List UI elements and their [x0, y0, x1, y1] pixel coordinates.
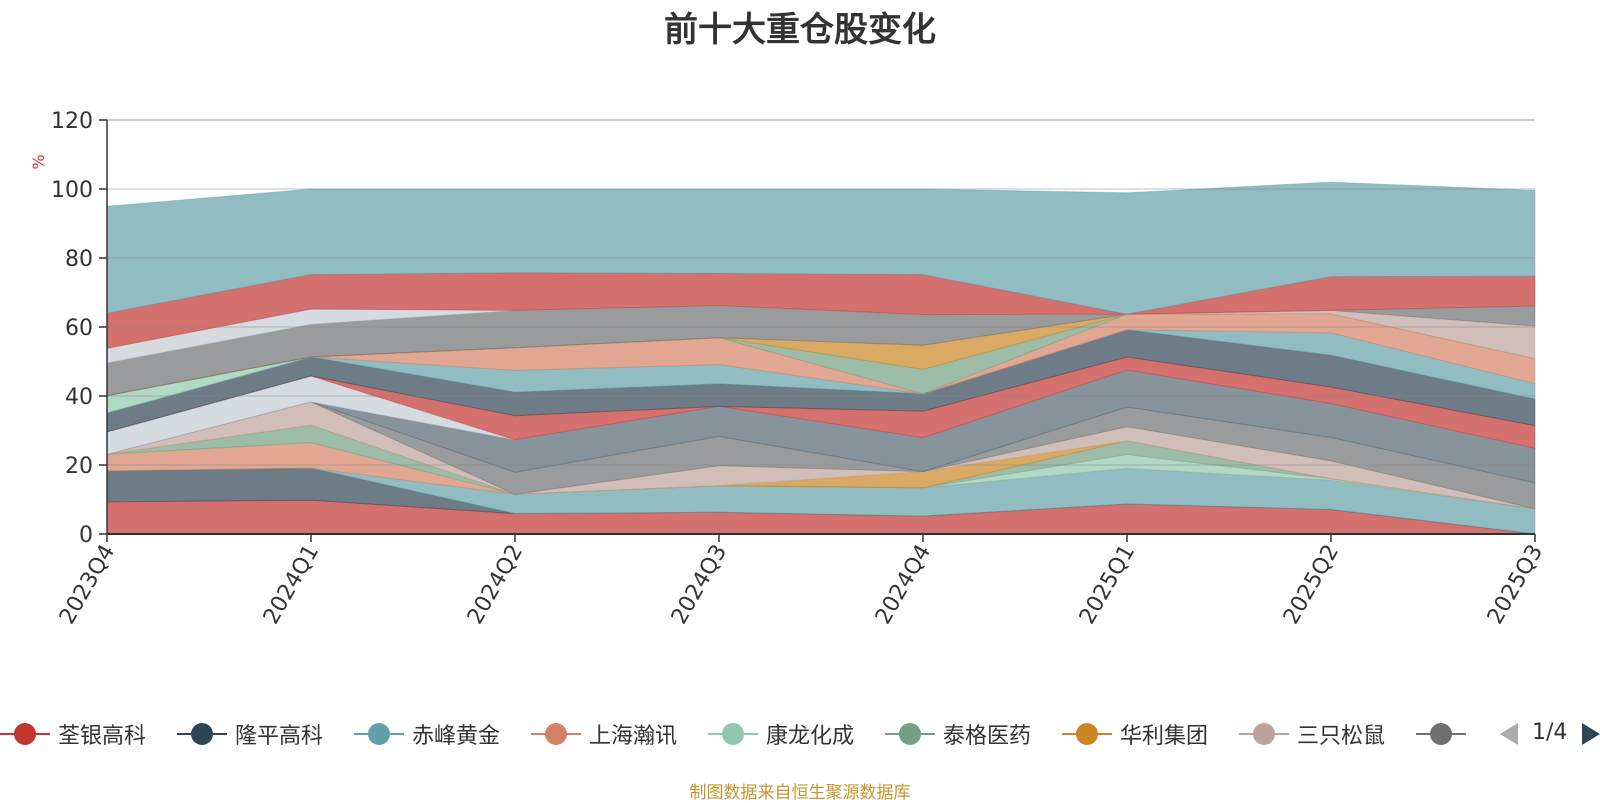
x-tick-label: 2024Q3 [667, 541, 732, 629]
legend-item[interactable]: 隆平高科 [177, 716, 323, 752]
y-axis-unit-label: % [29, 154, 48, 169]
legend-item[interactable]: 华利集团 [1062, 716, 1208, 752]
legend-item[interactable]: 泰格医药 [885, 716, 1031, 752]
legend-page-indicator: 1/4 [1532, 720, 1568, 745]
chart-title: 前十大重仓股变化 [664, 10, 936, 50]
legend-item[interactable] [1416, 716, 1474, 752]
y-tick-label: 80 [65, 247, 93, 272]
legend-item[interactable]: 赤峰黄金 [354, 716, 500, 752]
x-tick-label: 2024Q2 [463, 541, 528, 629]
legend-label: 荃银高科 [58, 724, 147, 749]
legend-label: 隆平高科 [235, 724, 324, 749]
legend-label: 康龙化成 [766, 724, 855, 749]
legend-label: 三只松鼠 [1297, 724, 1386, 749]
legend-item[interactable]: 上海瀚讯 [531, 716, 677, 752]
legend-label: 上海瀚讯 [589, 724, 678, 749]
legend-prev-page-icon[interactable] [1500, 723, 1518, 745]
legend-marker-icon [354, 716, 404, 752]
area-series [106, 181, 1536, 535]
legend-marker-icon [708, 716, 758, 752]
legend-label: 华利集团 [1120, 724, 1209, 749]
x-tick-label: 2025Q1 [1075, 541, 1140, 629]
x-tick-label: 2024Q1 [259, 541, 324, 629]
y-tick-label: 60 [65, 316, 93, 341]
legend-marker-icon [1416, 716, 1466, 752]
legend-pager: 1/4 [1500, 716, 1600, 752]
legend-label: 泰格医药 [943, 724, 1032, 749]
source-note: 制图数据来自恒生聚源数据库 [689, 783, 911, 803]
legend-next-page-icon[interactable] [1582, 723, 1600, 745]
x-tick-label: 2025Q3 [1483, 541, 1548, 629]
legend-item[interactable]: 康龙化成 [708, 716, 854, 752]
legend-marker-icon [885, 716, 935, 752]
stacked-area-chart: 0 20 40 60 80 100 120 2023Q4 2024Q1 2024Q2 2024Q3 2… [29, 109, 1548, 629]
legend-marker-icon [1239, 716, 1289, 752]
legend-item[interactable]: 三只松鼠 [1239, 716, 1385, 752]
y-tick-label: 20 [65, 454, 93, 479]
legend-items: 荃银高科 隆平高科 赤峰黄金 上海瀚讯 康龙化成 泰格医药 华利集团 三只松鼠 [0, 716, 1500, 756]
area-series-9 [106, 369, 1536, 484]
legend-marker-icon [1062, 716, 1112, 752]
legend-marker-icon [177, 716, 227, 752]
legend-label: 赤峰黄金 [412, 724, 501, 749]
y-tick-label: 40 [65, 385, 93, 410]
area-series-22 [106, 181, 1536, 315]
x-tick-label: 2025Q2 [1279, 541, 1344, 629]
x-tick-label: 2023Q4 [55, 541, 120, 629]
x-tick-label: 2024Q4 [871, 541, 936, 629]
y-tick-label: 120 [51, 109, 93, 134]
y-tick-label: 0 [79, 523, 93, 548]
legend-marker-icon [0, 716, 50, 752]
area-series-19 [106, 305, 1536, 397]
legend-item[interactable]: 荃银高科 [0, 716, 146, 752]
legend: 荃银高科 隆平高科 赤峰黄金 上海瀚讯 康龙化成 泰格医药 华利集团 三只松鼠 1/4 [0, 716, 1600, 756]
y-tick-label: 100 [51, 178, 93, 203]
legend-marker-icon [531, 716, 581, 752]
